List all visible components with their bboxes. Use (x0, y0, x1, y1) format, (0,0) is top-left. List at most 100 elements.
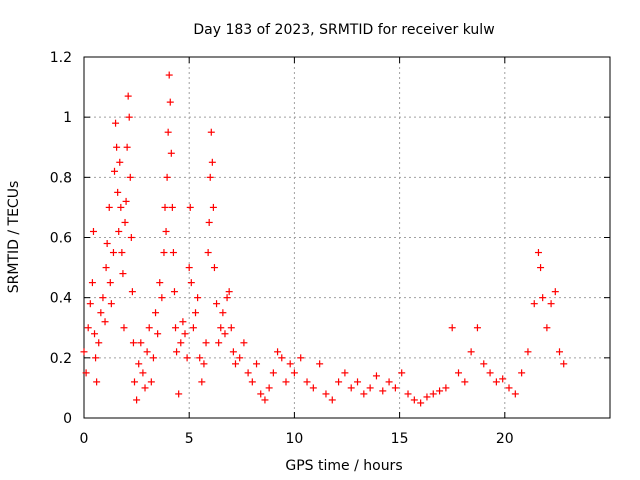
data-point (505, 384, 513, 392)
data-point (261, 396, 269, 404)
data-point (207, 128, 215, 136)
data-point (116, 158, 124, 166)
data-point (181, 330, 189, 338)
data-point (154, 330, 162, 338)
data-point (160, 249, 168, 257)
data-point (92, 354, 100, 362)
data-point (95, 339, 103, 347)
data-point (127, 234, 135, 241)
data-point (322, 390, 330, 398)
data-point (282, 378, 290, 386)
data-point (145, 324, 153, 332)
plot-area-frame (83, 56, 611, 419)
y-tick-label: 0.2 (50, 351, 72, 367)
data-point (244, 369, 252, 377)
data-point (417, 399, 425, 407)
data-point (196, 354, 204, 362)
data-point (170, 288, 178, 296)
data-point (530, 300, 538, 308)
data-point (429, 390, 437, 398)
data-point (135, 360, 143, 368)
data-point (102, 264, 110, 272)
data-point (423, 393, 431, 401)
data-point (556, 348, 564, 356)
data-point (189, 324, 197, 332)
data-point (385, 378, 393, 386)
data-point (442, 384, 450, 392)
data-point (172, 324, 180, 332)
data-point (143, 348, 151, 356)
data-point (202, 339, 210, 347)
data-point (341, 369, 349, 377)
x-tick-label: 20 (496, 431, 514, 447)
data-point (84, 324, 92, 332)
data-point (448, 324, 456, 332)
data-point (511, 390, 519, 398)
data-point (360, 390, 368, 398)
data-point (109, 249, 117, 257)
y-tick-label: 1.2 (50, 50, 72, 66)
data-point (118, 249, 126, 257)
data-point (236, 354, 244, 362)
data-point (123, 143, 131, 151)
data-point (225, 288, 233, 296)
data-point (91, 330, 99, 338)
data-point (125, 113, 133, 121)
data-point (219, 309, 227, 317)
x-tick-label: 10 (285, 431, 303, 447)
data-point (111, 167, 119, 175)
data-point (551, 288, 559, 296)
data-point (229, 348, 237, 356)
y-tick-label: 0.6 (50, 231, 72, 247)
data-point (524, 348, 532, 356)
data-point (114, 188, 122, 196)
data-point (139, 369, 147, 377)
data-point (274, 348, 282, 356)
data-point (467, 348, 475, 356)
data-point (130, 378, 138, 386)
data-point (129, 339, 137, 347)
data-point (97, 309, 105, 317)
data-point (372, 372, 380, 380)
data-point (137, 339, 145, 347)
data-point (156, 279, 164, 287)
data-point (391, 384, 399, 392)
x-tick-label: 15 (391, 431, 409, 447)
data-point (215, 339, 223, 347)
data-point (162, 227, 170, 235)
data-point (164, 128, 172, 136)
data-point (101, 318, 109, 326)
data-point (177, 339, 185, 347)
data-point (106, 279, 114, 287)
data-point (379, 387, 387, 395)
x-axis-label: GPS time / hours (285, 458, 402, 474)
data-point (410, 396, 418, 404)
data-point (217, 324, 225, 332)
data-point (117, 203, 125, 211)
data-point (107, 300, 115, 308)
tick-labels: 0 5 10 15 20 0 0.2 0.4 0.6 0.8 1 1.2 (50, 50, 514, 447)
y-tick-label: 0 (63, 411, 72, 427)
data-point (119, 270, 127, 278)
chart-title: Day 183 of 2023, SRMTID for receiver kul… (193, 22, 494, 38)
data-point (88, 279, 96, 287)
data-points (80, 71, 568, 407)
data-point (278, 354, 286, 362)
data-point (128, 288, 136, 296)
data-point (227, 324, 235, 332)
data-point (93, 378, 101, 386)
data-point (200, 360, 208, 368)
data-point (366, 384, 374, 392)
data-point (121, 218, 129, 226)
data-point (179, 318, 187, 326)
data-point (297, 354, 305, 362)
data-point (290, 369, 298, 377)
data-point (328, 396, 336, 404)
data-point (161, 203, 169, 211)
data-point (316, 360, 324, 368)
data-point (166, 98, 174, 106)
data-point (158, 294, 166, 302)
data-point (537, 264, 545, 272)
